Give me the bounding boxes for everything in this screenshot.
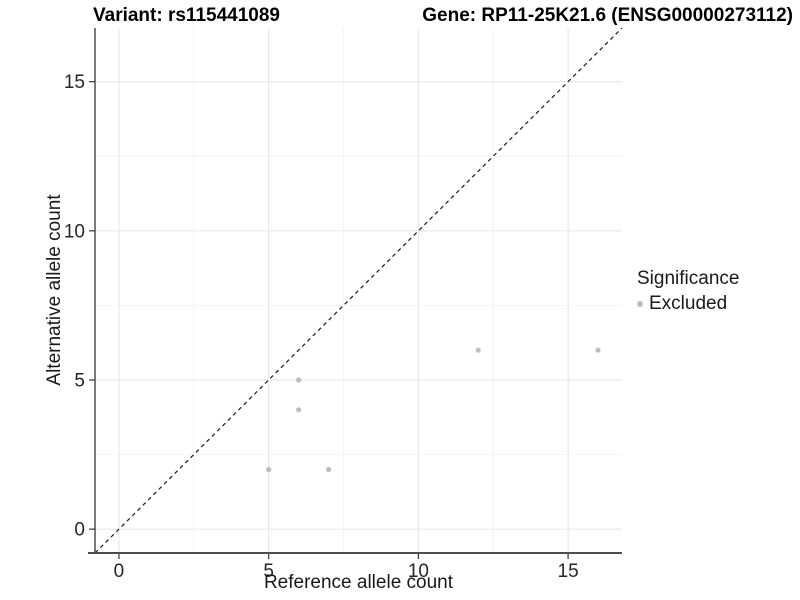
data-point	[296, 377, 302, 383]
legend-title: Significance	[637, 268, 740, 289]
data-point	[266, 466, 272, 473]
x-tick-label: 5	[263, 561, 274, 582]
y-tick-label: 5	[74, 370, 85, 391]
data-point	[475, 347, 481, 353]
y-tick-label: 15	[64, 72, 85, 93]
y-tick-label: 0	[74, 520, 85, 541]
identity-reference-line	[94, 27, 623, 554]
x-axis-title: Reference allele count	[263, 572, 454, 593]
y-axis-title: Alternative allele count	[44, 194, 65, 386]
plot-title-variant: Variant: rs115441089	[93, 5, 280, 26]
legend-item-label: Excluded	[649, 293, 728, 314]
x-tick-label: 15	[558, 561, 579, 582]
legend: Significance Excluded	[637, 268, 739, 315]
data-point	[296, 407, 302, 413]
x-tick-label: 10	[408, 561, 429, 582]
legend-point-marker-icon	[637, 301, 643, 307]
plot-title-gene: Gene: RP11-25K21.6 (ENSG00000273112)	[422, 5, 793, 26]
x-tick-label: 0	[114, 561, 125, 582]
legend-item-excluded: Excluded	[637, 293, 739, 315]
y-tick-label: 10	[64, 221, 85, 242]
data-point	[595, 347, 601, 353]
data-point	[325, 466, 332, 473]
